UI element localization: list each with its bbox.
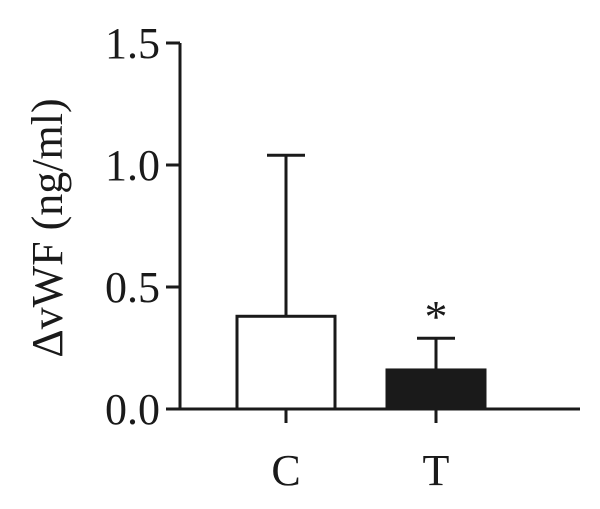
error-bars xyxy=(267,153,455,370)
bar-c xyxy=(235,314,337,411)
x-tick-label: C xyxy=(271,446,300,495)
y-tick-label: 1.0 xyxy=(105,141,160,190)
bar-t xyxy=(385,368,487,411)
y-tick-label: 0.5 xyxy=(105,263,160,312)
axes: 0.0 0.5 1.0 1.5 C T xyxy=(105,19,580,495)
significance-marker: * xyxy=(425,291,448,342)
bars xyxy=(235,314,487,411)
y-tick-label: 1.5 xyxy=(105,19,160,68)
y-axis-title: ΔvWF (ng/ml) xyxy=(23,98,72,357)
y-tick-label: 0.0 xyxy=(105,385,160,434)
x-tick-label: T xyxy=(423,446,450,495)
annotations: * xyxy=(425,291,448,342)
